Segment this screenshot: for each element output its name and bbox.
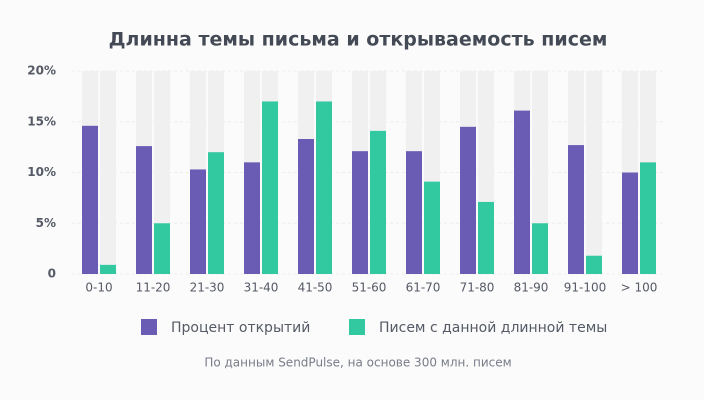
bar bbox=[460, 126, 476, 274]
bar bbox=[424, 181, 440, 274]
x-tick-label: 81-90 bbox=[514, 281, 549, 295]
chart-title: Длинна темы письма и открываемость писем bbox=[109, 29, 608, 51]
bar bbox=[190, 169, 206, 274]
x-tick-label: 21-30 bbox=[190, 281, 225, 295]
bar bbox=[262, 101, 278, 274]
x-tick-label: > 100 bbox=[621, 281, 658, 295]
bar bbox=[568, 145, 584, 274]
bar bbox=[622, 172, 638, 274]
x-tick-label: 71-80 bbox=[460, 281, 495, 295]
x-tick-label: 61-70 bbox=[406, 281, 441, 295]
legend-swatch bbox=[141, 319, 157, 335]
x-tick-label: 11-20 bbox=[136, 281, 171, 295]
bar bbox=[298, 139, 314, 274]
bar-track bbox=[100, 71, 116, 274]
bar bbox=[100, 264, 116, 274]
bar bbox=[316, 101, 332, 274]
source-note: По данным SendPulse, на основе 300 млн. … bbox=[204, 356, 511, 370]
bar bbox=[352, 151, 368, 274]
legend-label: Процент открытий bbox=[171, 320, 310, 336]
bar-track bbox=[586, 71, 602, 274]
x-tick-label: 41-50 bbox=[298, 281, 333, 295]
legend-swatch bbox=[349, 319, 365, 335]
x-tick-label: 0-10 bbox=[85, 281, 112, 295]
y-tick-label: 0 bbox=[48, 267, 56, 281]
y-tick-label: 5% bbox=[36, 216, 56, 230]
bar bbox=[586, 255, 602, 274]
y-tick-label: 15% bbox=[27, 114, 56, 128]
bar bbox=[208, 152, 224, 274]
y-tick-label: 10% bbox=[27, 165, 56, 179]
bar bbox=[478, 201, 494, 274]
bar bbox=[640, 162, 656, 274]
bar bbox=[514, 110, 530, 275]
bar bbox=[532, 223, 548, 274]
x-tick-label: 91-100 bbox=[564, 281, 607, 295]
bar bbox=[370, 130, 386, 274]
bar bbox=[154, 223, 170, 274]
bar bbox=[82, 125, 98, 274]
bar bbox=[406, 151, 422, 274]
x-tick-label: 51-60 bbox=[352, 281, 387, 295]
bar bbox=[244, 162, 260, 274]
legend-label: Писем с данной длинной темы bbox=[379, 320, 607, 336]
y-tick-label: 20% bbox=[27, 64, 56, 78]
bar bbox=[136, 146, 152, 274]
x-tick-label: 31-40 bbox=[244, 281, 279, 295]
